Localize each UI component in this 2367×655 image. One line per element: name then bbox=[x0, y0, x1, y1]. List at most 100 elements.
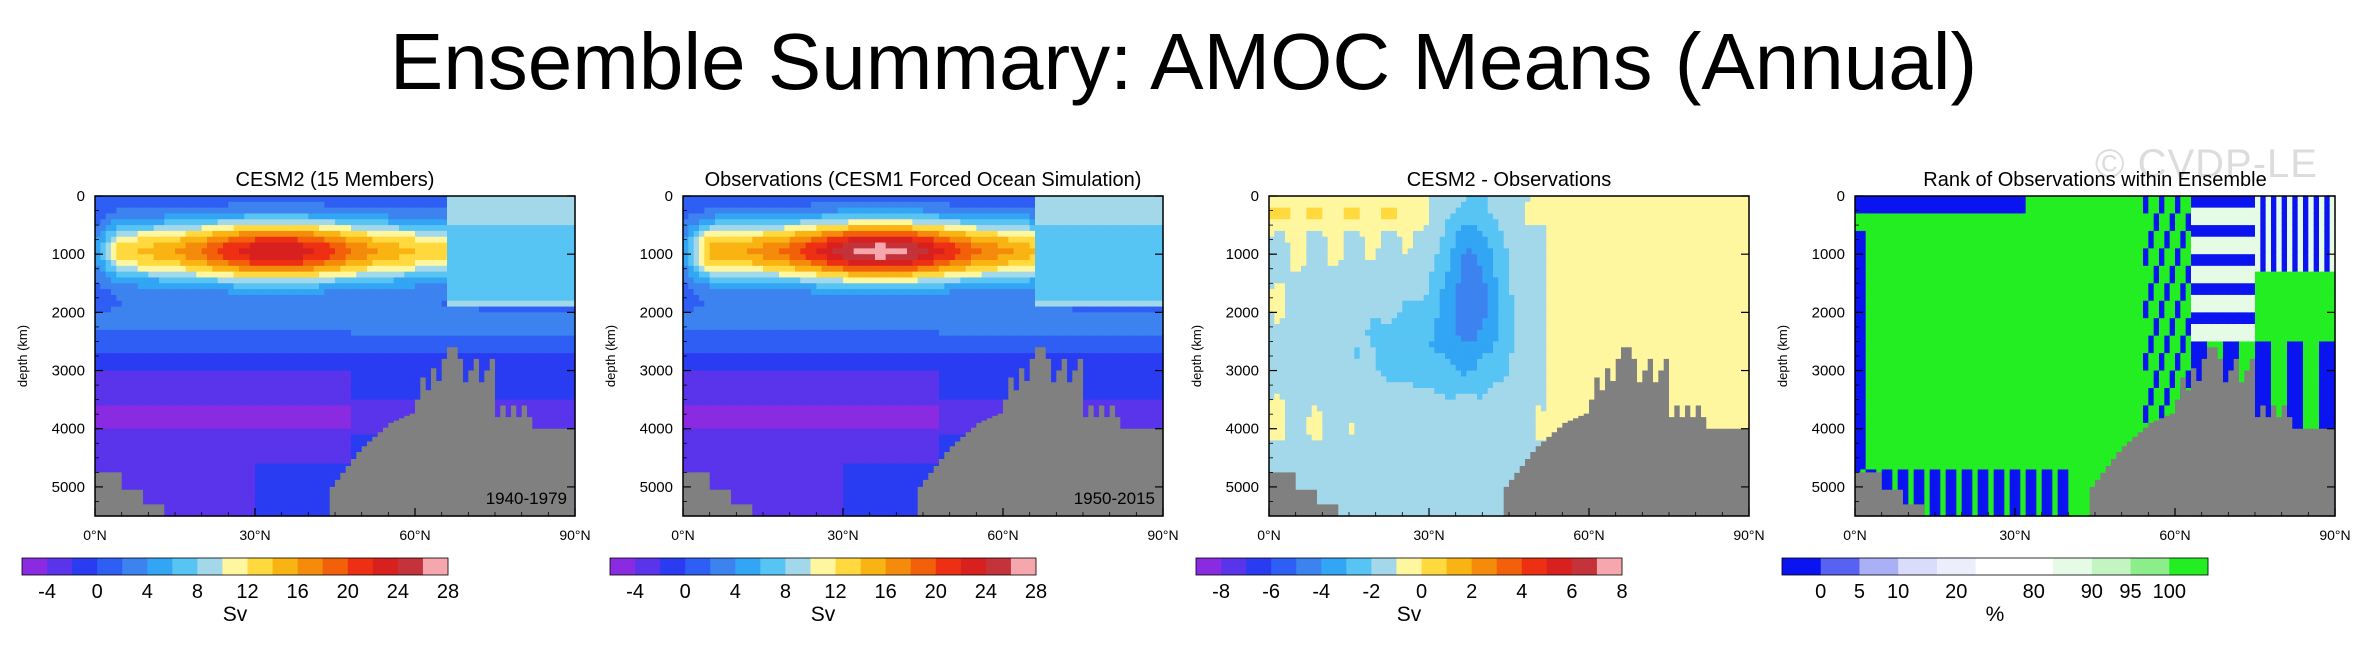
field-cell bbox=[239, 289, 245, 295]
field-cell bbox=[207, 301, 213, 307]
field-cell bbox=[356, 417, 362, 423]
field-cell bbox=[186, 225, 192, 231]
field-cell bbox=[484, 312, 490, 318]
field-cell bbox=[351, 225, 357, 231]
field-cell bbox=[335, 219, 341, 225]
field-cell bbox=[287, 219, 293, 225]
field-cell bbox=[431, 254, 437, 260]
field-cell bbox=[319, 481, 325, 487]
field-cell bbox=[346, 382, 352, 388]
field-cell bbox=[495, 400, 501, 406]
field-cell bbox=[532, 254, 538, 260]
field-cell bbox=[287, 289, 293, 295]
field-cell bbox=[532, 196, 538, 202]
field-cell bbox=[554, 295, 560, 301]
field-cell bbox=[116, 341, 122, 347]
field-cell bbox=[100, 318, 106, 324]
field-cell bbox=[554, 312, 560, 318]
field-cell bbox=[175, 324, 181, 330]
field-cell bbox=[346, 330, 352, 336]
field-cell bbox=[159, 446, 165, 452]
field-cell bbox=[266, 487, 272, 493]
field-cell bbox=[346, 318, 352, 324]
field-cell bbox=[543, 394, 549, 400]
field-cell bbox=[148, 219, 154, 225]
field-cell bbox=[228, 307, 234, 313]
field-cell bbox=[132, 266, 138, 272]
field-cell bbox=[399, 231, 405, 237]
field-cell bbox=[164, 458, 170, 464]
field-cell bbox=[314, 382, 320, 388]
field-cell bbox=[170, 341, 176, 347]
field-cell bbox=[527, 365, 533, 371]
field-cell bbox=[383, 208, 389, 214]
field-cell bbox=[170, 388, 176, 394]
field-cell bbox=[164, 219, 170, 225]
field-cell bbox=[559, 347, 565, 353]
field-cell bbox=[170, 423, 176, 429]
field-cell bbox=[516, 405, 522, 411]
field-cell bbox=[324, 458, 330, 464]
field-cell bbox=[298, 330, 304, 336]
field-cell bbox=[404, 394, 410, 400]
field-cell bbox=[404, 231, 410, 237]
field-cell bbox=[346, 237, 352, 243]
field-cell bbox=[490, 243, 496, 249]
field-cell bbox=[420, 219, 426, 225]
field-cell bbox=[362, 336, 368, 342]
field-cell bbox=[218, 417, 224, 423]
field-cell bbox=[324, 481, 330, 487]
field-cell bbox=[191, 388, 197, 394]
field-cell bbox=[426, 289, 432, 295]
field-cell bbox=[122, 405, 128, 411]
field-cell bbox=[527, 213, 533, 219]
field-cell bbox=[506, 196, 512, 202]
field-cell bbox=[335, 196, 341, 202]
field-cell bbox=[180, 504, 186, 510]
field-cell bbox=[324, 400, 330, 406]
field-cell bbox=[255, 336, 261, 342]
field-cell bbox=[495, 243, 501, 249]
field-cell bbox=[500, 341, 506, 347]
field-cell bbox=[207, 365, 213, 371]
field-cell bbox=[431, 277, 437, 283]
field-cell bbox=[196, 371, 202, 377]
field-cell bbox=[159, 330, 165, 336]
field-cell bbox=[308, 493, 314, 499]
field-cell bbox=[282, 411, 288, 417]
field-cell bbox=[527, 336, 533, 342]
field-cell bbox=[372, 365, 378, 371]
field-cell bbox=[127, 318, 133, 324]
field-cell bbox=[234, 289, 240, 295]
field-cell bbox=[415, 312, 421, 318]
field-cell bbox=[127, 202, 133, 208]
field-cell bbox=[362, 394, 368, 400]
field-cell bbox=[186, 254, 192, 260]
field-cell bbox=[191, 429, 197, 435]
field-cell bbox=[228, 376, 234, 382]
field-cell bbox=[271, 388, 277, 394]
field-cell bbox=[191, 341, 197, 347]
field-cell bbox=[143, 301, 149, 307]
field-cell bbox=[186, 417, 192, 423]
field-cell bbox=[410, 237, 416, 243]
field-cell bbox=[186, 202, 192, 208]
field-cell bbox=[122, 388, 128, 394]
field-cell bbox=[474, 208, 480, 214]
field-cell bbox=[111, 208, 117, 214]
field-cell bbox=[543, 388, 549, 394]
field-cell bbox=[202, 266, 208, 272]
field-cell bbox=[324, 219, 330, 225]
field-cell bbox=[463, 371, 469, 377]
field-cell bbox=[330, 353, 336, 359]
field-cell bbox=[234, 353, 240, 359]
field-cell bbox=[399, 307, 405, 313]
field-cell bbox=[287, 277, 293, 283]
field-cell bbox=[527, 301, 533, 307]
field-cell bbox=[500, 260, 506, 266]
field-cell bbox=[378, 324, 384, 330]
field-cell bbox=[324, 202, 330, 208]
field-cell bbox=[154, 376, 160, 382]
field-cell bbox=[266, 254, 272, 260]
field-cell bbox=[186, 208, 192, 214]
